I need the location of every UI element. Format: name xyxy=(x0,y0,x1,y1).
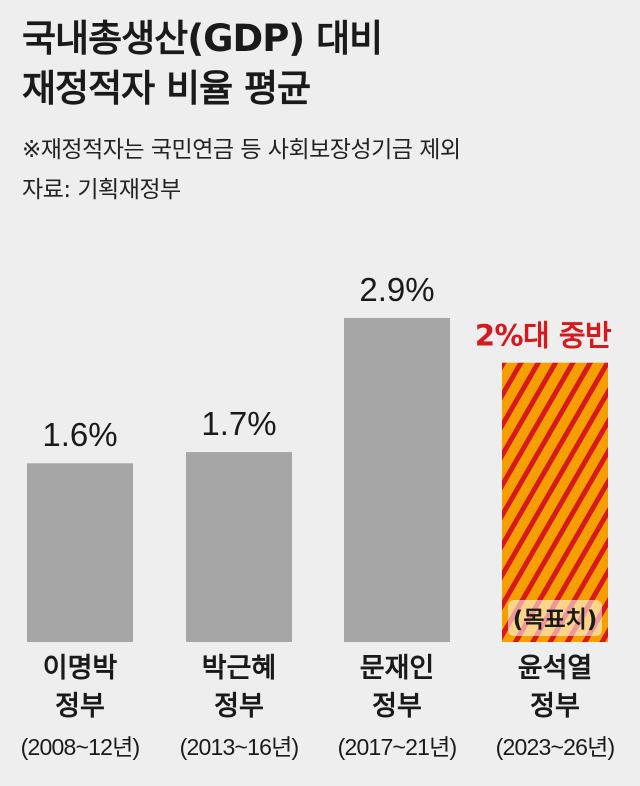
category-period-label: (2013~16년) xyxy=(180,734,299,760)
chart-title-line-1: 국내총생산(GDP) 대비 xyxy=(22,17,383,60)
category-suffix-label: 정부 xyxy=(214,691,264,722)
bar xyxy=(186,452,292,642)
bar xyxy=(27,463,133,642)
bar-value-label-highlight: 2%대 중반 xyxy=(475,319,612,353)
category-suffix-label: 정부 xyxy=(372,691,422,722)
category-name-label: 문재인 xyxy=(360,653,435,684)
chart-notes: ※재정적자는 국민연금 등 사회보장성기금 제외 자료: 기획재정부 xyxy=(22,130,461,210)
bar xyxy=(344,318,450,642)
category-period-label: (2017~21년) xyxy=(338,734,457,760)
category-period-label: (2008~12년) xyxy=(21,734,140,760)
category-suffix-label: 정부 xyxy=(55,691,105,722)
source-note: 자료: 기획재정부 xyxy=(22,177,181,203)
footnote: ※재정적자는 국민연금 등 사회보장성기금 제외 xyxy=(22,137,461,163)
category-name-label: 이명박 xyxy=(43,653,118,684)
bar-value-label: 1.7% xyxy=(201,405,276,442)
bar-target-striped xyxy=(502,362,608,642)
category-suffix-label: 정부 xyxy=(530,691,580,722)
chart-title-line-2: 재정적자 비율 평균 xyxy=(22,67,311,110)
target-tag-background xyxy=(508,600,602,636)
category-period-label: (2023~26년) xyxy=(496,734,615,760)
target-tag-label: (목표치) xyxy=(513,607,598,633)
bar-value-label: 1.6% xyxy=(42,416,117,453)
bar-value-label: 2.9% xyxy=(359,271,434,308)
category-name-label: 박근혜 xyxy=(202,653,277,684)
chart-title: 국내총생산(GDP) 대비 재정적자 비율 평균 xyxy=(22,14,383,114)
category-name-label: 윤석열 xyxy=(518,653,593,684)
